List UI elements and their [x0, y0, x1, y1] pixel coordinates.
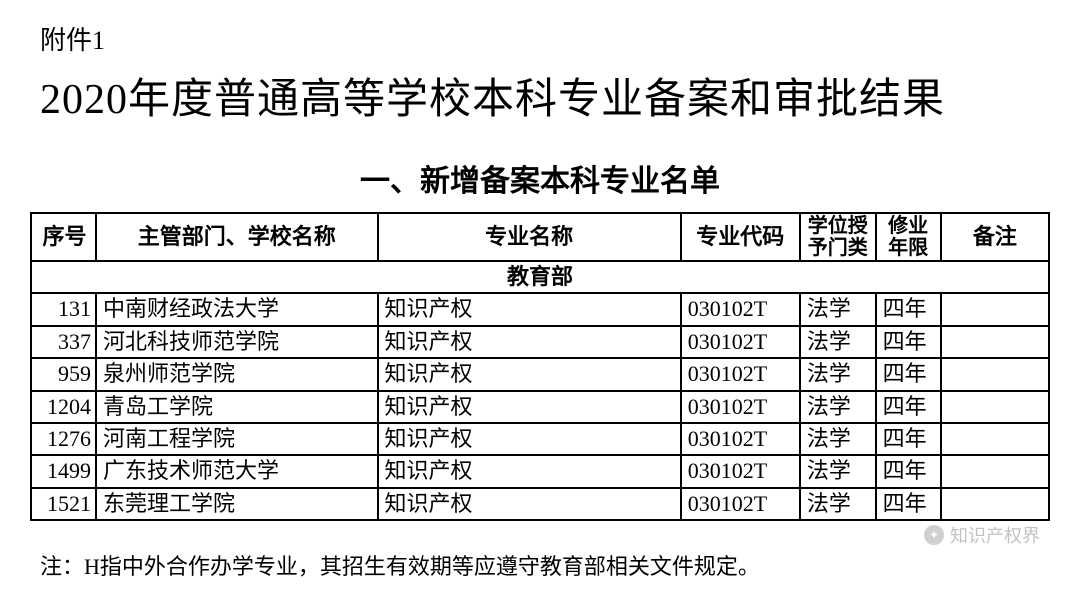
cell-years: 四年 — [876, 293, 941, 325]
table-row: 959泉州师范学院知识产权030102T法学四年 — [31, 358, 1049, 390]
cell-major: 知识产权 — [378, 358, 681, 390]
cell-code: 030102T — [681, 455, 800, 487]
cell-seq: 1521 — [31, 488, 96, 520]
cell-major: 知识产权 — [378, 293, 681, 325]
cell-years: 四年 — [876, 391, 941, 423]
cell-code: 030102T — [681, 423, 800, 455]
cell-school: 青岛工学院 — [96, 391, 378, 423]
table-header-row: 序号 主管部门、学校名称 专业名称 专业代码 学位授予门类 修业年限 备注 — [31, 213, 1049, 261]
cell-note — [941, 455, 1049, 487]
footnote: 注：H指中外合作办学专业，其招生有效期等应遵守教育部相关文件规定。 — [30, 549, 1050, 581]
cell-note — [941, 293, 1049, 325]
attachment-label: 附件1 — [30, 20, 1050, 57]
table-row: 1499广东技术师范大学知识产权030102T法学四年 — [31, 455, 1049, 487]
department-cell: 教育部 — [31, 261, 1049, 293]
cell-degree: 法学 — [800, 326, 876, 358]
cell-degree: 法学 — [800, 391, 876, 423]
table-row: 1521东莞理工学院知识产权030102T法学四年 — [31, 488, 1049, 520]
col-header-major: 专业名称 — [378, 213, 681, 261]
cell-years: 四年 — [876, 423, 941, 455]
department-row: 教育部 — [31, 261, 1049, 293]
cell-major: 知识产权 — [378, 488, 681, 520]
cell-degree: 法学 — [800, 423, 876, 455]
cell-seq: 959 — [31, 358, 96, 390]
cell-major: 知识产权 — [378, 391, 681, 423]
cell-school: 中南财经政法大学 — [96, 293, 378, 325]
cell-degree: 法学 — [800, 358, 876, 390]
cell-seq: 337 — [31, 326, 96, 358]
cell-seq: 1499 — [31, 455, 96, 487]
cell-years: 四年 — [876, 326, 941, 358]
cell-years: 四年 — [876, 455, 941, 487]
cell-school: 东莞理工学院 — [96, 488, 378, 520]
cell-note — [941, 358, 1049, 390]
cell-degree: 法学 — [800, 293, 876, 325]
table-row: 1276河南工程学院知识产权030102T法学四年 — [31, 423, 1049, 455]
cell-note — [941, 423, 1049, 455]
cell-degree: 法学 — [800, 488, 876, 520]
cell-seq: 1204 — [31, 391, 96, 423]
table-row: 337河北科技师范学院知识产权030102T法学四年 — [31, 326, 1049, 358]
cell-seq: 131 — [31, 293, 96, 325]
cell-years: 四年 — [876, 488, 941, 520]
watermark-icon: ✦ — [924, 525, 944, 545]
cell-school: 泉州师范学院 — [96, 358, 378, 390]
cell-major: 知识产权 — [378, 326, 681, 358]
cell-years: 四年 — [876, 358, 941, 390]
cell-school: 河南工程学院 — [96, 423, 378, 455]
cell-code: 030102T — [681, 358, 800, 390]
col-header-code: 专业代码 — [681, 213, 800, 261]
cell-degree: 法学 — [800, 455, 876, 487]
cell-note — [941, 326, 1049, 358]
table-row: 1204青岛工学院知识产权030102T法学四年 — [31, 391, 1049, 423]
cell-school: 河北科技师范学院 — [96, 326, 378, 358]
cell-code: 030102T — [681, 326, 800, 358]
col-header-degree: 学位授予门类 — [800, 213, 876, 261]
watermark-text: 知识产权界 — [950, 522, 1040, 548]
page-title: 2020年度普通高等学校本科专业备案和审批结果 — [30, 65, 1050, 126]
cell-seq: 1276 — [31, 423, 96, 455]
table-row: 131中南财经政法大学知识产权030102T法学四年 — [31, 293, 1049, 325]
cell-school: 广东技术师范大学 — [96, 455, 378, 487]
col-header-seq: 序号 — [31, 213, 96, 261]
watermark: ✦ 知识产权界 — [924, 522, 1040, 548]
cell-code: 030102T — [681, 391, 800, 423]
section-title: 一、新增备案本科专业名单 — [30, 156, 1050, 200]
cell-major: 知识产权 — [378, 423, 681, 455]
cell-code: 030102T — [681, 488, 800, 520]
col-header-note: 备注 — [941, 213, 1049, 261]
cell-note — [941, 391, 1049, 423]
cell-note — [941, 488, 1049, 520]
col-header-school: 主管部门、学校名称 — [96, 213, 378, 261]
cell-code: 030102T — [681, 293, 800, 325]
majors-table: 序号 主管部门、学校名称 专业名称 专业代码 学位授予门类 修业年限 备注 教育… — [30, 212, 1050, 521]
cell-major: 知识产权 — [378, 455, 681, 487]
col-header-years: 修业年限 — [876, 213, 941, 261]
